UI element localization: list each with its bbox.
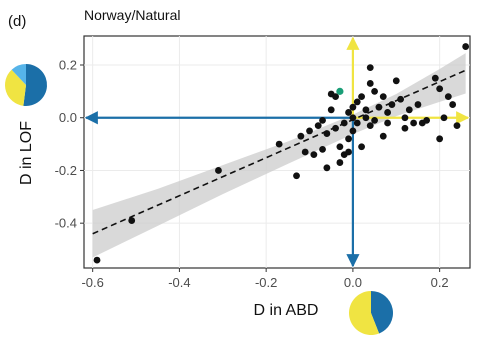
data-point — [327, 106, 335, 114]
data-point — [431, 74, 439, 82]
data-point — [306, 127, 313, 135]
data-point — [349, 114, 357, 122]
data-point — [353, 98, 361, 106]
data-point — [375, 103, 383, 111]
data-point — [310, 151, 318, 159]
data-point — [349, 127, 357, 135]
data-point — [319, 145, 326, 153]
y-tick-label: -0.4 — [55, 216, 77, 231]
pie-slice — [348, 291, 380, 335]
data-point — [366, 122, 374, 130]
data-point — [440, 114, 448, 122]
data-point — [379, 93, 387, 101]
data-point — [301, 148, 309, 156]
data-point — [297, 132, 305, 140]
highlight-point — [336, 87, 344, 95]
data-point — [453, 122, 461, 130]
x-tick-label: -0.2 — [255, 275, 277, 290]
pie-slice — [371, 291, 393, 334]
data-point — [358, 143, 365, 151]
data-point — [362, 114, 370, 122]
data-point — [349, 103, 357, 111]
data-point — [384, 109, 391, 116]
panel-label: (d) — [8, 13, 26, 30]
data-point — [462, 43, 470, 50]
data-point — [423, 116, 431, 124]
x-tick-label: -0.6 — [81, 275, 103, 290]
data-point — [436, 85, 444, 93]
data-point — [405, 106, 413, 114]
data-point — [332, 124, 339, 132]
data-point — [397, 95, 405, 103]
data-point — [128, 217, 136, 224]
data-point — [366, 80, 374, 87]
data-point — [371, 87, 378, 95]
x-tick-label: 0.0 — [344, 275, 362, 290]
data-point — [384, 119, 391, 127]
pie-x-axis — [348, 291, 393, 335]
pie-slice — [11, 64, 26, 85]
data-point — [275, 140, 283, 148]
y-axis-label: D in LOF — [18, 121, 35, 185]
data-point — [93, 256, 101, 264]
data-point — [414, 101, 422, 108]
data-point — [366, 64, 374, 72]
data-point — [293, 172, 300, 180]
data-point — [362, 106, 370, 114]
data-point — [323, 130, 331, 137]
data-point — [340, 119, 348, 127]
y-tick-label: 0.2 — [59, 58, 77, 73]
data-point — [332, 93, 339, 101]
confidence-band — [92, 53, 466, 258]
y-tick-label: -0.2 — [55, 163, 77, 178]
data-point — [345, 109, 352, 116]
x-axis-label: D in ABD — [254, 302, 319, 319]
data-point — [371, 116, 378, 124]
data-point — [353, 119, 361, 127]
data-point — [345, 148, 352, 156]
y-tick-label: 0.0 — [59, 110, 77, 125]
data-point — [444, 93, 452, 101]
pie-y-axis — [4, 64, 47, 106]
plot-panel — [83, 35, 471, 269]
data-point — [314, 122, 322, 130]
data-point — [336, 143, 344, 151]
data-point — [388, 101, 396, 108]
data-point — [358, 93, 365, 101]
data-point — [449, 101, 457, 108]
data-point — [215, 167, 222, 174]
data-point — [436, 135, 444, 143]
chart-title: Norway/Natural — [84, 7, 180, 23]
pie-slice — [23, 64, 47, 106]
x-tick-label: -0.4 — [168, 275, 190, 290]
data-point — [392, 77, 400, 85]
data-point — [323, 164, 331, 172]
data-point — [345, 135, 352, 143]
data-point — [336, 159, 344, 166]
pie-slice — [4, 69, 26, 106]
x-tick-label: 0.2 — [431, 275, 449, 290]
data-point — [401, 124, 409, 132]
data-point — [410, 119, 418, 127]
data-point — [319, 116, 326, 124]
data-point — [401, 114, 409, 122]
regression-line — [92, 69, 466, 235]
data-point — [379, 132, 387, 140]
